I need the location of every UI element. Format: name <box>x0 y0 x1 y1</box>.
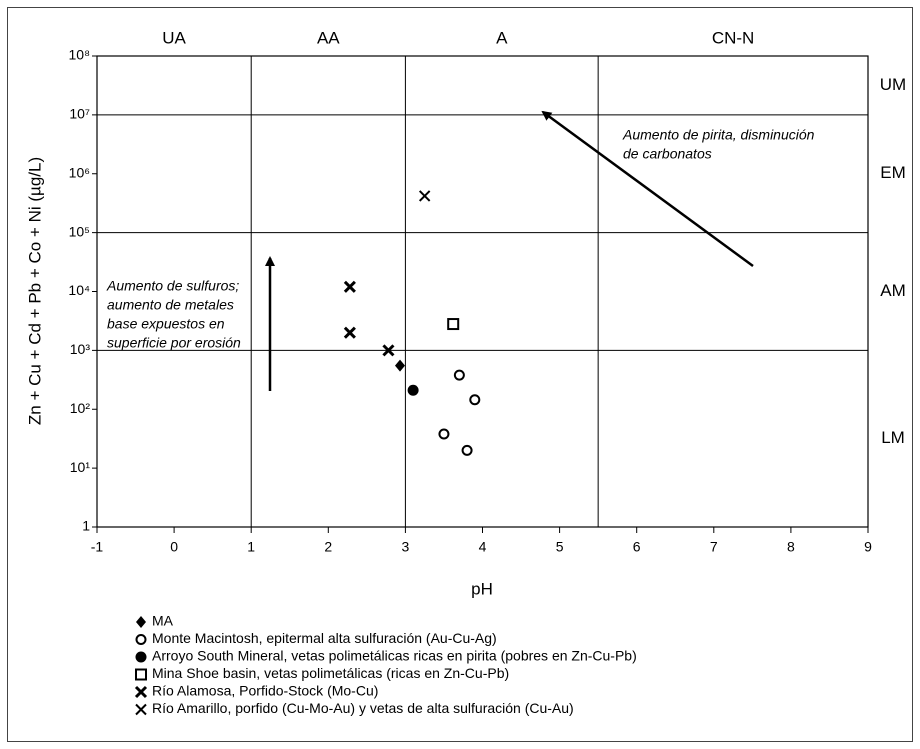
ph-zone-label: A <box>496 28 508 47</box>
legend-label: Arroyo South Mineral, vetas polimetálica… <box>152 648 637 664</box>
x-tick-label: -1 <box>91 539 104 555</box>
point <box>447 318 460 331</box>
x-tick-label: 6 <box>633 539 641 555</box>
point <box>343 280 356 293</box>
annotation: Aumento de sulfuros; <box>106 278 239 294</box>
annotation: Aumento de pirita, disminución <box>622 127 815 143</box>
y-tick-label: 10⁸ <box>69 47 91 63</box>
legend-label: Mina Shoe basin, vetas polimetálicas (ri… <box>152 665 509 681</box>
point <box>407 384 419 396</box>
legend-marker <box>135 651 147 663</box>
legend-marker <box>135 668 147 681</box>
ph-zone-label: UA <box>162 28 186 47</box>
metal-zone-label: LM <box>881 428 905 447</box>
y-tick-label: 1 <box>82 518 90 534</box>
frame <box>7 7 913 742</box>
point <box>461 444 473 456</box>
annotation: base expuestos en <box>107 316 225 332</box>
legend-marker <box>136 616 146 628</box>
metal-zone-label: EM <box>880 163 906 182</box>
x-tick-label: 5 <box>556 539 564 555</box>
point <box>469 394 481 406</box>
legend-label: Río Amarillo, porfido (Cu-Mo-Au) y vetas… <box>152 700 574 716</box>
x-tick-label: 1 <box>247 539 255 555</box>
y-tick-label: 10⁵ <box>69 223 90 239</box>
x-tick-label: 3 <box>402 539 410 555</box>
y-axis-label: Zn + Cu + Cd + Pb + Co + Ni (µg/L) <box>25 157 44 425</box>
point <box>453 369 465 381</box>
point <box>382 344 395 357</box>
y-tick-label: 10⁷ <box>69 106 90 122</box>
point <box>438 428 450 440</box>
point <box>395 359 406 372</box>
legend-marker <box>135 634 147 645</box>
ph-zone-label: CN-N <box>712 28 755 47</box>
y-tick-label: 10¹ <box>70 459 91 475</box>
legend-label: Río Alamosa, Porfido-Stock (Mo-Cu) <box>152 683 378 699</box>
y-tick-label: 10⁶ <box>69 164 90 180</box>
ph-zone-label: AA <box>317 28 340 47</box>
point <box>343 326 356 339</box>
legend-label: Monte Macintosh, epitermal alta sulfurac… <box>152 630 497 646</box>
point <box>418 190 431 202</box>
annotation: de carbonatos <box>623 146 712 162</box>
x-tick-label: 0 <box>170 539 178 555</box>
x-tick-label: 2 <box>324 539 332 555</box>
x-tick-label: 8 <box>787 539 795 555</box>
x-axis-label: pH <box>471 579 493 598</box>
legend-label: MA <box>152 613 174 629</box>
arrow <box>541 110 754 268</box>
metal-zone-label: AM <box>880 281 906 300</box>
annotation: superficie por erosión <box>107 335 241 351</box>
metal-zone-label: UM <box>880 75 906 94</box>
y-tick-label: 10⁴ <box>68 282 90 298</box>
x-tick-label: 4 <box>479 539 487 555</box>
annotation: aumento de metales <box>107 297 234 313</box>
y-tick-label: 10³ <box>70 341 91 357</box>
y-tick-label: 10² <box>70 400 91 416</box>
legend-marker <box>134 685 148 699</box>
x-tick-label: 9 <box>864 539 872 555</box>
x-tick-label: 7 <box>710 539 718 555</box>
legend-marker <box>135 703 147 716</box>
